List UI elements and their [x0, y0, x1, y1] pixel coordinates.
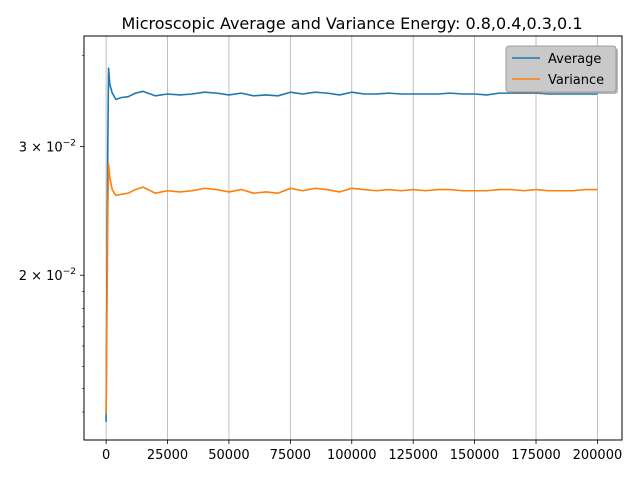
- x-tick-label: 25000: [147, 448, 188, 463]
- legend-label-variance: Variance: [548, 73, 604, 88]
- y-tick-label: 2 × 10−2: [19, 267, 76, 284]
- chart-title: Microscopic Average and Variance Energy:…: [121, 14, 582, 33]
- series-line-average: [105, 67, 598, 422]
- plot-area-frame: [83, 35, 623, 441]
- x-tick-label: 100000: [327, 448, 377, 463]
- x-tick-label: 150000: [450, 448, 500, 463]
- legend: Average Variance: [505, 45, 618, 94]
- x-tick-label: 75000: [270, 448, 311, 463]
- x-tick-label: 50000: [208, 448, 249, 463]
- series-lines: [105, 67, 598, 422]
- x-tick-label: 200000: [573, 448, 623, 463]
- y-axis: 2 × 10−2 3 × 10−2: [19, 54, 84, 413]
- legend-label-average: Average: [548, 52, 601, 67]
- x-tick-label: 175000: [511, 448, 561, 463]
- x-tick-label: 0: [102, 448, 110, 463]
- grid-lines: [105, 36, 598, 440]
- x-axis: 0 25000 50000 75000 100000 125000 150000 175000…: [102, 440, 622, 463]
- x-tick-label: 125000: [388, 448, 438, 463]
- series-line-variance: [105, 163, 598, 415]
- y-tick-label: 3 × 10−2: [19, 139, 76, 156]
